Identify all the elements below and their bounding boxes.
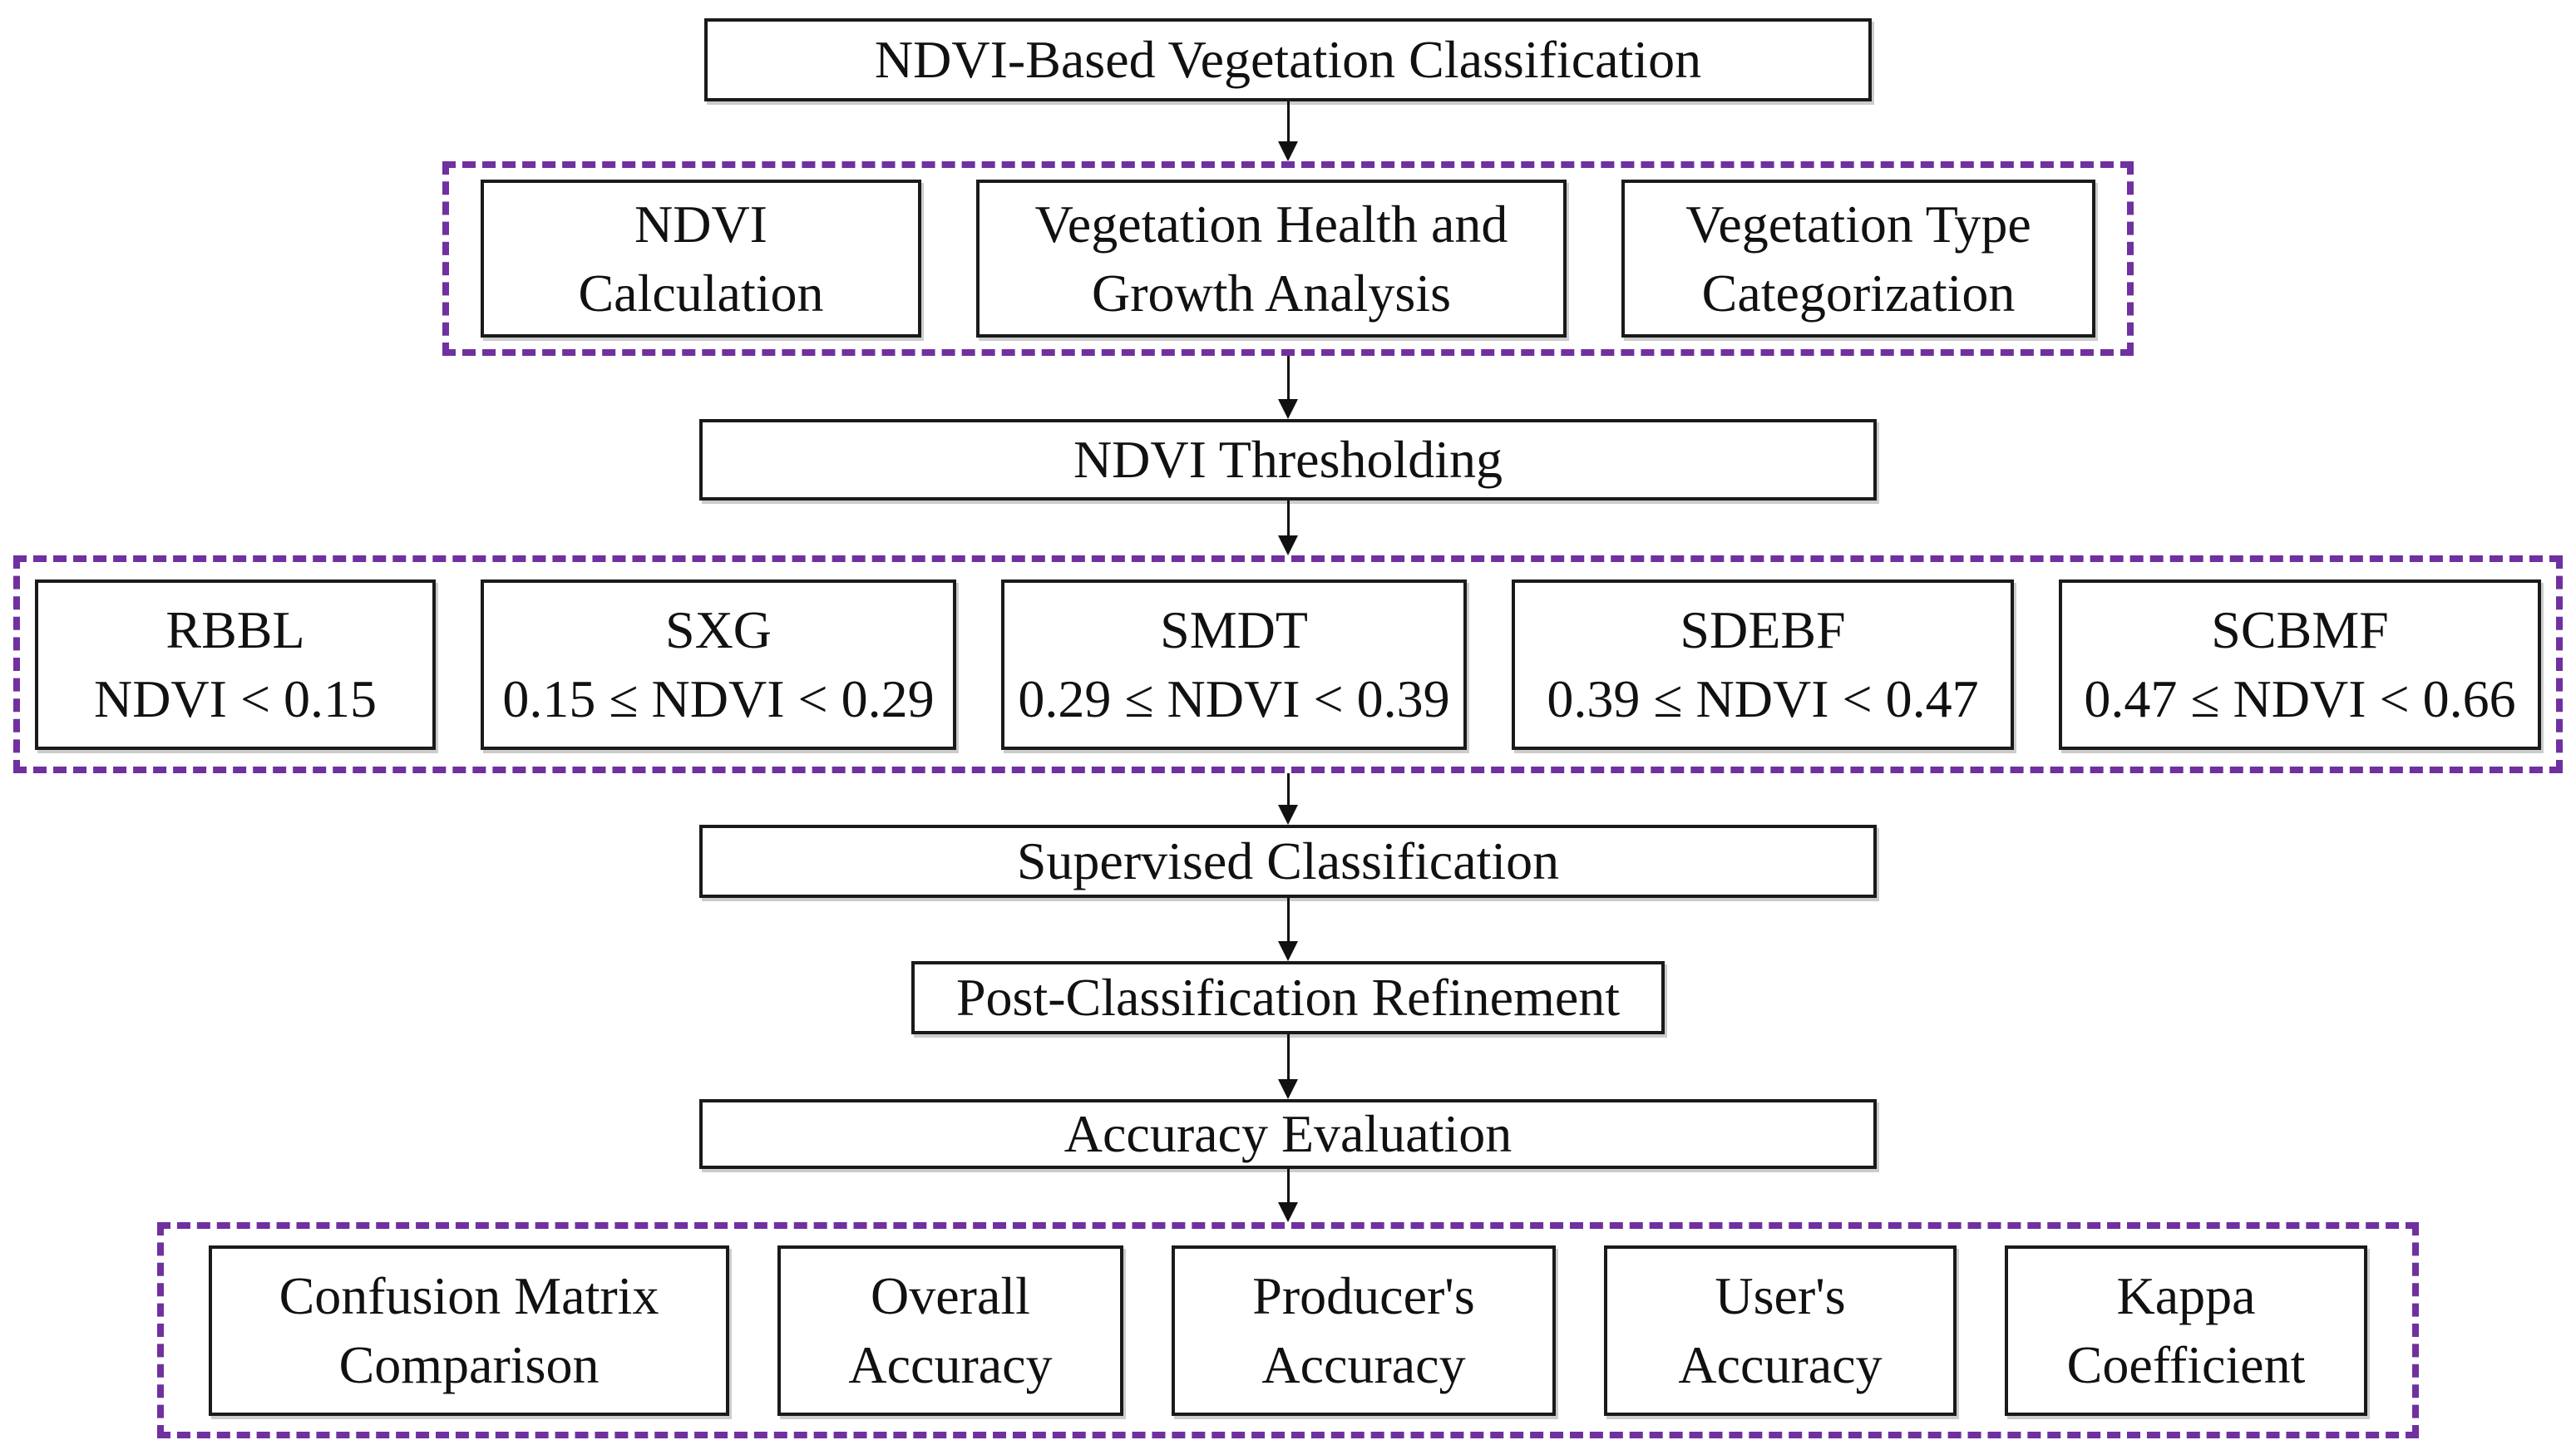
node-confusion-matrix-comparison: Confusion Matrix Comparison — [209, 1245, 729, 1416]
arrow-stem — [1286, 501, 1290, 535]
node-label: Producer's Accuracy — [1252, 1265, 1475, 1394]
node-label: User's Accuracy — [1678, 1265, 1883, 1394]
node-class-rbbl: RBBL NDVI < 0.15 — [35, 579, 436, 750]
node-overall-accuracy: Overall Accuracy — [777, 1245, 1123, 1416]
arrow-stem — [1286, 773, 1290, 805]
node-label: Overall Accuracy — [848, 1265, 1053, 1394]
class-code: SDEBF — [1680, 599, 1846, 659]
class-code: RBBL — [165, 599, 305, 659]
node-label: Kappa Coefficient — [2066, 1265, 2306, 1394]
flow-arrow — [1278, 501, 1298, 555]
node-vegetation-health-growth: Vegetation Health and Growth Analysis — [976, 180, 1567, 338]
node-supervised-classification: Supervised Classification — [699, 825, 1877, 898]
arrow-head-icon — [1278, 941, 1298, 961]
flow-arrow — [1278, 1034, 1298, 1099]
class-code: SCBMF — [2211, 599, 2389, 659]
node-label: NDVI Calculation — [578, 194, 824, 323]
class-range: 0.47 ≤ NDVI < 0.66 — [2084, 669, 2516, 728]
arrow-stem — [1286, 898, 1290, 941]
class-code: SXG — [664, 599, 772, 659]
node-label: Post-Classification Refinement — [955, 968, 1621, 1028]
flow-arrow — [1278, 101, 1298, 161]
node-ndvi-calculation: NDVI Calculation — [481, 180, 921, 338]
arrow-stem — [1286, 1169, 1290, 1202]
node-label: Vegetation Health and Growth Analysis — [1034, 194, 1508, 323]
node-users-accuracy: User's Accuracy — [1604, 1245, 1957, 1416]
class-range: 0.15 ≤ NDVI < 0.29 — [502, 669, 935, 728]
arrow-stem — [1286, 356, 1290, 399]
class-range: 0.29 ≤ NDVI < 0.39 — [1018, 669, 1450, 728]
group-vegetation-classes: RBBL NDVI < 0.15 SXG 0.15 ≤ NDVI < 0.29 … — [13, 555, 2563, 773]
node-post-classification-refinement: Post-Classification Refinement — [911, 961, 1665, 1034]
arrow-head-icon — [1278, 1079, 1298, 1099]
group-accuracy-metrics: Confusion Matrix Comparison Overall Accu… — [157, 1222, 2419, 1438]
node-class-sxg: SXG 0.15 ≤ NDVI < 0.29 — [481, 579, 956, 750]
node-kappa-coefficient: Kappa Coefficient — [2005, 1245, 2367, 1416]
node-class-sdebf: SDEBF 0.39 ≤ NDVI < 0.47 — [1512, 579, 2014, 750]
arrow-head-icon — [1278, 399, 1298, 419]
node-ndvi-thresholding: NDVI Thresholding — [699, 419, 1877, 501]
node-class-scbmf: SCBMF 0.47 ≤ NDVI < 0.66 — [2059, 579, 2541, 750]
arrow-stem — [1286, 101, 1290, 141]
node-label: NDVI Thresholding — [1073, 430, 1503, 490]
class-code: SMDT — [1160, 599, 1308, 659]
node-vegetation-type-categorization: Vegetation Type Categorization — [1621, 180, 2095, 338]
node-title-label: NDVI-Based Vegetation Classification — [874, 30, 1702, 90]
flow-arrow — [1278, 356, 1298, 419]
arrow-head-icon — [1278, 1202, 1298, 1222]
arrow-head-icon — [1278, 141, 1298, 161]
node-accuracy-evaluation: Accuracy Evaluation — [699, 1099, 1877, 1169]
group-ndvi-analysis: NDVI Calculation Vegetation Health and G… — [442, 161, 2134, 356]
node-label: Supervised Classification — [1016, 831, 1560, 891]
arrow-stem — [1286, 1034, 1290, 1079]
class-range: 0.39 ≤ NDVI < 0.47 — [1547, 669, 1979, 728]
node-label: Accuracy Evaluation — [1063, 1104, 1513, 1164]
node-class-smdt: SMDT 0.29 ≤ NDVI < 0.39 — [1001, 579, 1467, 750]
flow-arrow — [1278, 773, 1298, 825]
node-label: Confusion Matrix Comparison — [279, 1265, 659, 1394]
node-producers-accuracy: Producer's Accuracy — [1172, 1245, 1556, 1416]
node-title: NDVI-Based Vegetation Classification — [704, 18, 1872, 101]
arrow-head-icon — [1278, 535, 1298, 555]
node-label: Vegetation Type Categorization — [1685, 194, 2031, 323]
flow-arrow — [1278, 1169, 1298, 1222]
arrow-head-icon — [1278, 805, 1298, 825]
flow-arrow — [1278, 898, 1298, 961]
class-range: NDVI < 0.15 — [93, 669, 378, 728]
